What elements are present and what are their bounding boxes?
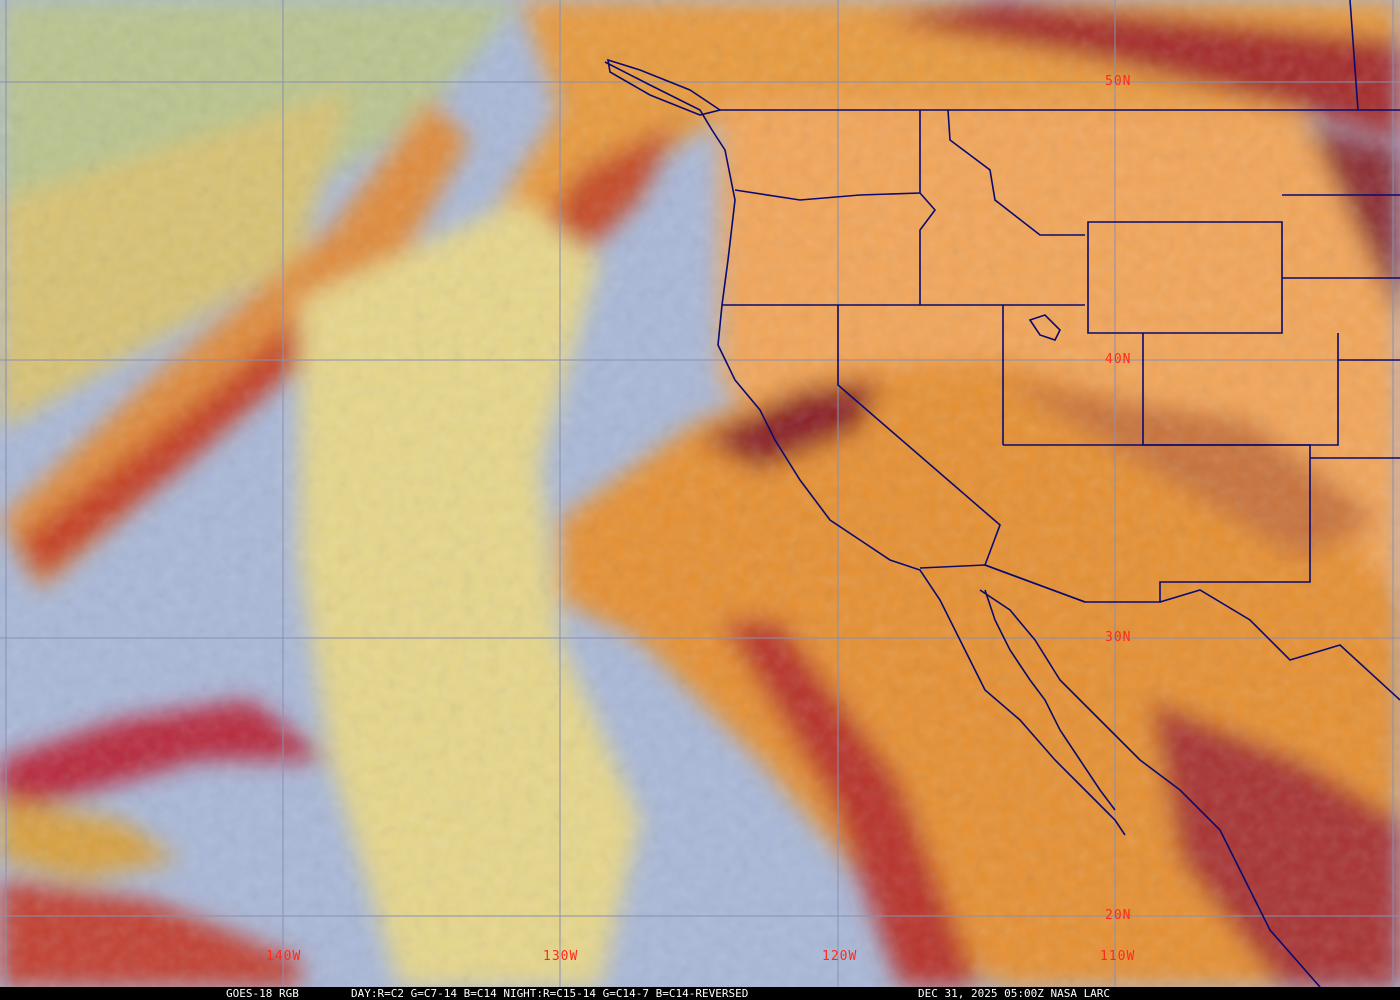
- border-nv-ca: [837, 305, 1001, 566]
- lat-label: 30N: [1105, 630, 1131, 645]
- image-caption-bar: GOES-18 RGB DAY:R=C2 G=C7-14 B=C14 NIGHT…: [0, 987, 1400, 1000]
- lon-label: 110W: [1100, 949, 1135, 964]
- lat-label: 40N: [1105, 352, 1131, 367]
- border-us-mexico: [919, 564, 1400, 701]
- lon-label: 120W: [822, 949, 857, 964]
- border-wy: [1087, 221, 1283, 334]
- political-boundaries: [604, 0, 1400, 987]
- lat-label: 20N: [1105, 908, 1131, 923]
- border-ks-ne: [1282, 194, 1400, 459]
- border-id: [919, 110, 937, 305]
- vancouver-island: [606, 58, 722, 116]
- lon-label: 130W: [543, 949, 578, 964]
- timestamp: DEC 31, 2025 05:00Z NASA LARC: [918, 987, 1111, 1000]
- coastline-mexico: [979, 589, 1321, 987]
- border-nd: [1349, 0, 1359, 111]
- rgb-recipe: DAY:R=C2 G=C7-14 B=C14 NIGHT:R=C15-14 G=…: [351, 987, 749, 1000]
- baja-coast: [984, 589, 1116, 811]
- lat-label: 50N: [1105, 74, 1131, 89]
- satellite-name: GOES-18 RGB: [226, 987, 299, 1000]
- border-wa-or: [734, 189, 921, 201]
- coastline-west: [604, 61, 1126, 836]
- grid-labels: 50N 40N 30N 20N 140W 130W 120W 110W: [266, 74, 1135, 964]
- great-salt-lake: [1028, 314, 1061, 341]
- border-id-mt: [947, 109, 1085, 236]
- lon-label: 140W: [266, 949, 301, 964]
